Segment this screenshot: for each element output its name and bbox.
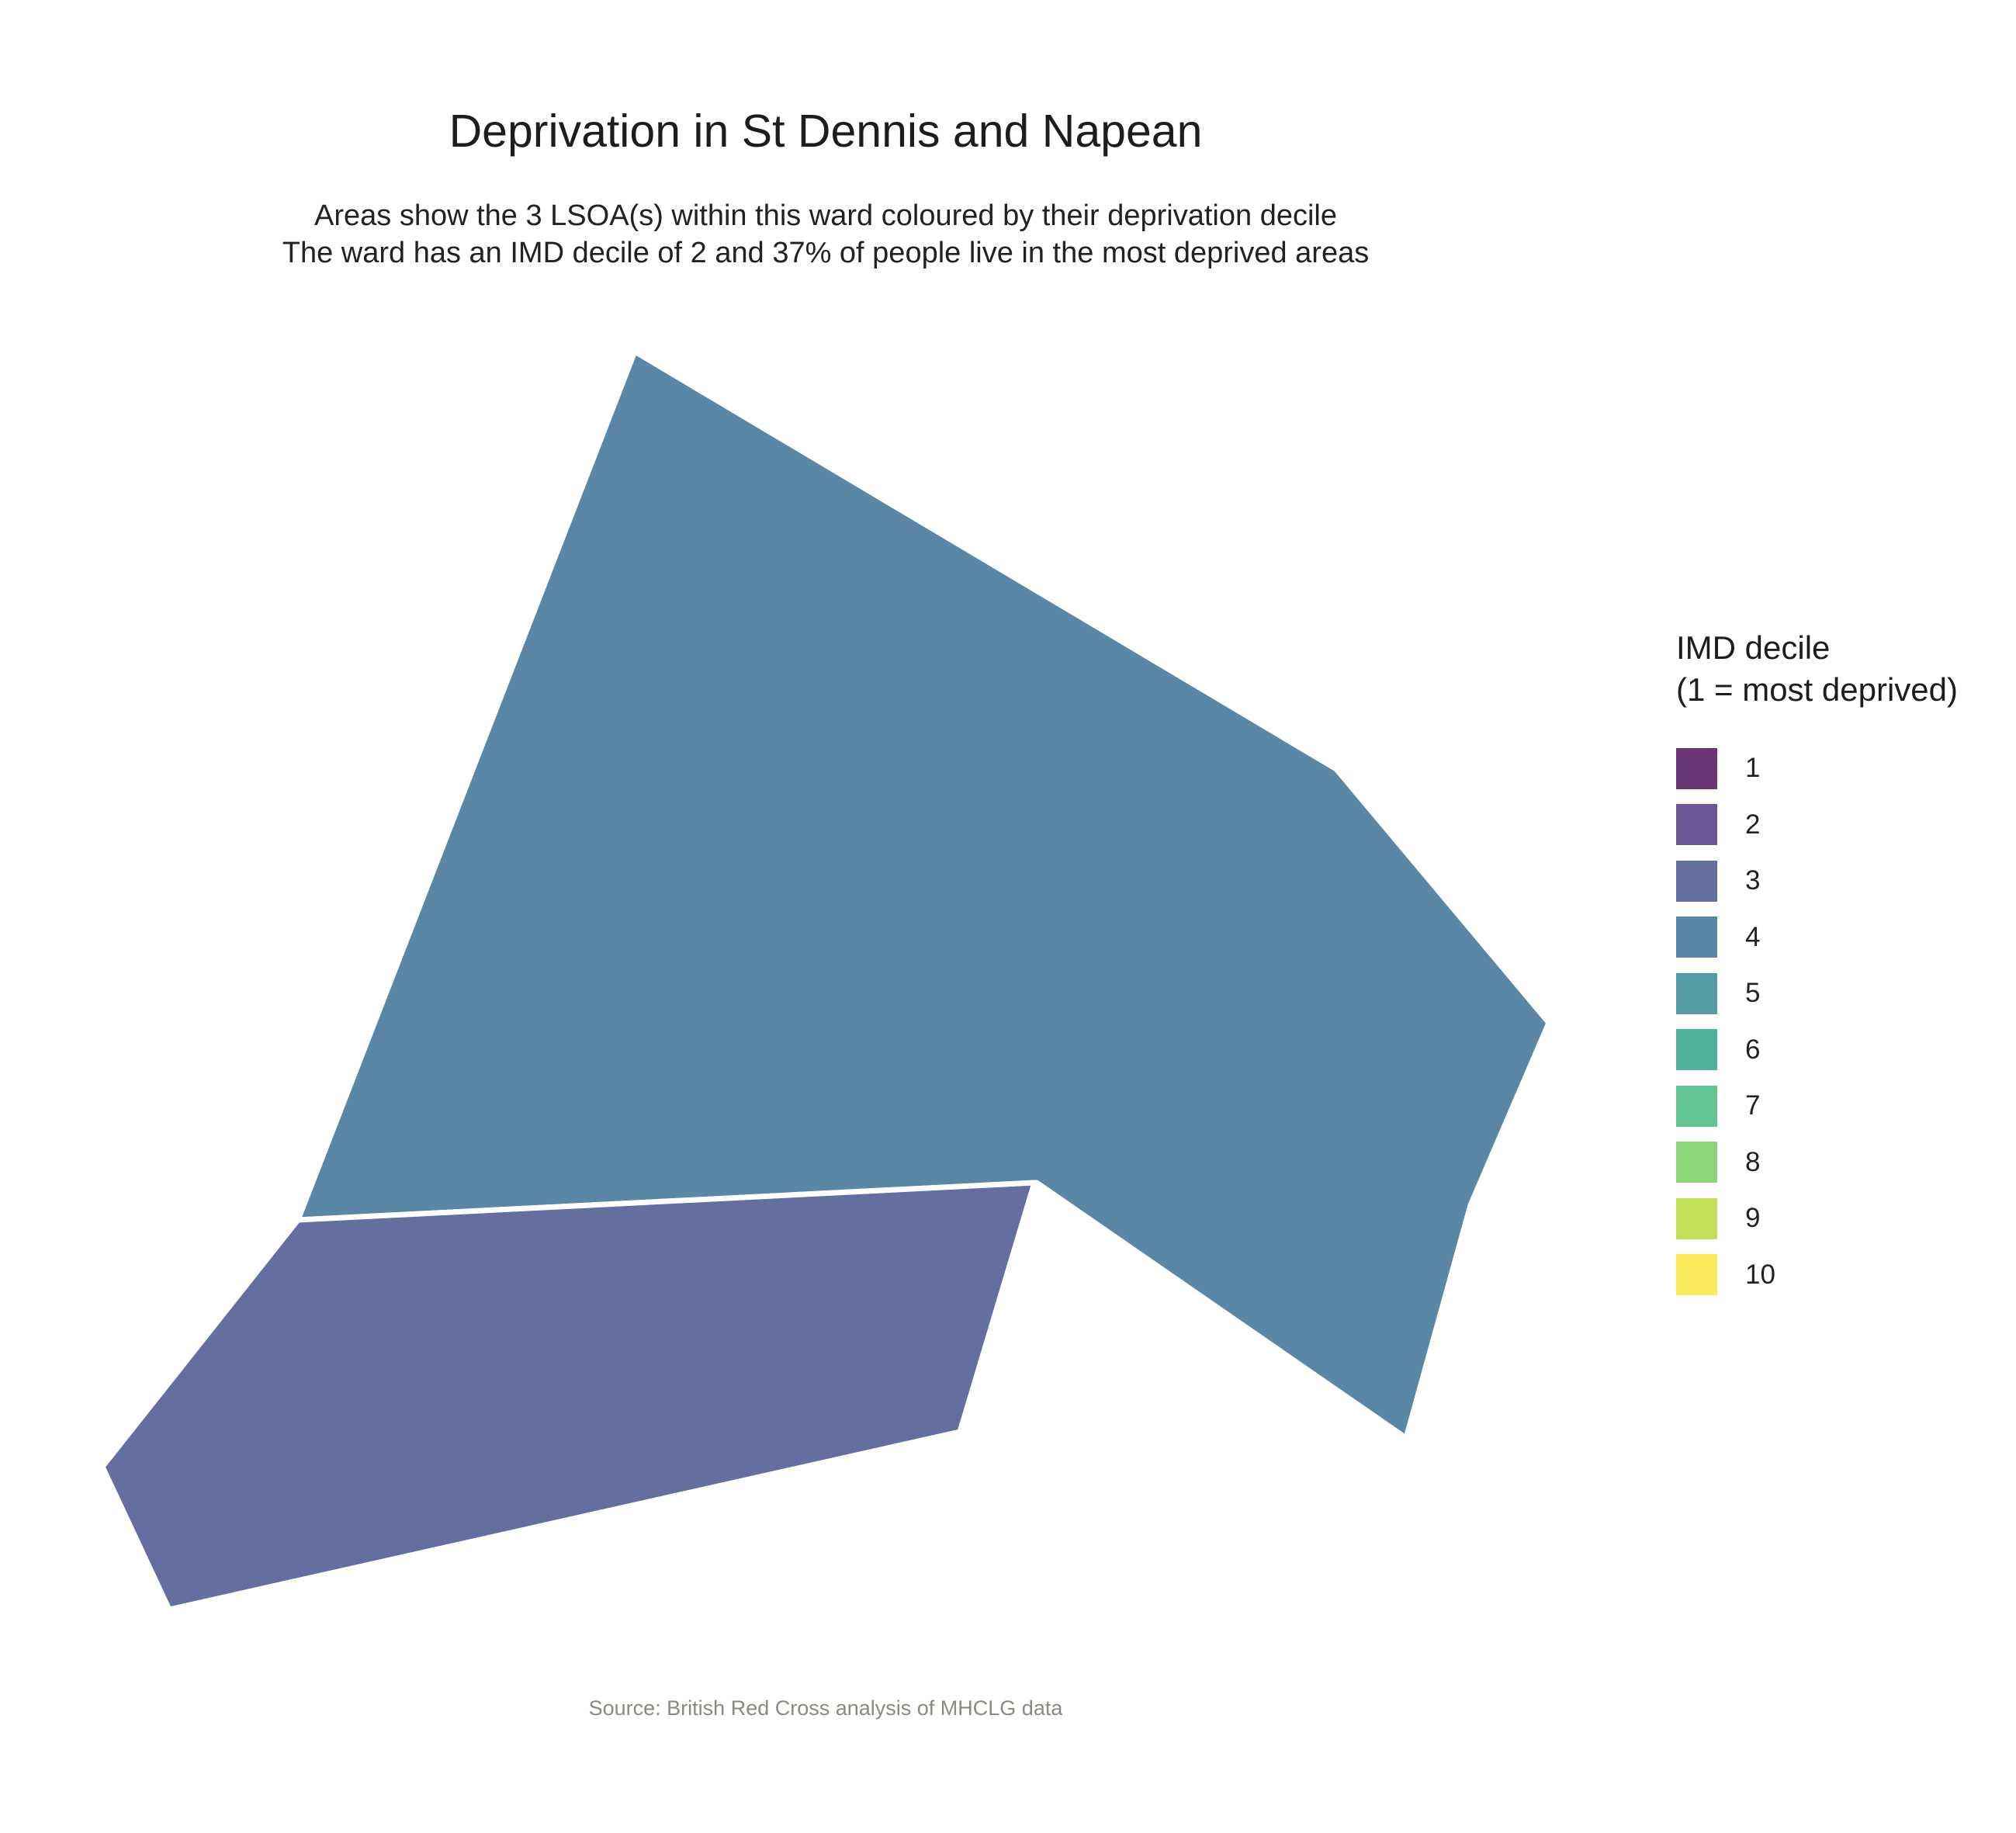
subtitle-line-2: The ward has an IMD decile of 2 and 37% …: [282, 237, 1370, 269]
legend-label: 9: [1745, 1203, 1761, 1234]
legend-label: 10: [1745, 1259, 1775, 1290]
legend-swatch: [1676, 916, 1717, 958]
legend-item-3: 3: [1676, 853, 2002, 910]
legend-item-4: 4: [1676, 910, 2002, 966]
legend-label: 3: [1745, 865, 1761, 896]
map-title: Deprivation in St Dennis and Napean: [449, 106, 1203, 157]
lsoa-south-west-area[interactable]: [99, 1180, 1037, 1613]
legend-swatch: [1676, 972, 1717, 1014]
legend-label: 4: [1745, 921, 1761, 952]
source-caption: Source: British Red Cross analysis of MH…: [588, 1696, 1063, 1720]
legend-label: 8: [1745, 1146, 1761, 1177]
legend-swatch: [1676, 860, 1717, 902]
legend-item-7: 7: [1676, 1078, 2002, 1135]
legend-swatch: [1676, 1029, 1717, 1071]
legend-swatch: [1676, 1254, 1717, 1296]
legend-items: 1 2 3 4 5 6 7 8: [1676, 740, 2002, 1303]
legend-swatch: [1676, 1142, 1717, 1183]
legend-item-2: 2: [1676, 797, 2002, 854]
legend-swatch: [1676, 804, 1717, 846]
legend-title-line-2: (1 = most deprived): [1676, 671, 1958, 708]
legend-item-5: 5: [1676, 965, 2002, 1022]
legend-swatch: [1676, 1197, 1717, 1239]
legend-label: 2: [1745, 809, 1761, 840]
legend-item-10: 10: [1676, 1247, 2002, 1304]
legend-swatch: [1676, 1085, 1717, 1127]
legend-item-1: 1: [1676, 740, 2002, 797]
map-subtitle: Areas show the 3 LSOA(s) within this war…: [0, 197, 1651, 272]
legend-item-8: 8: [1676, 1135, 2002, 1191]
legend-item-6: 6: [1676, 1022, 2002, 1079]
legend-label: 5: [1745, 978, 1761, 1009]
legend-label: 7: [1745, 1090, 1761, 1121]
subtitle-line-1: Areas show the 3 LSOA(s) within this war…: [314, 199, 1337, 232]
legend-title: IMD decile (1 = most deprived): [1676, 627, 2002, 711]
legend: IMD decile (1 = most deprived) 1 2 3 4 5…: [1676, 627, 2002, 1303]
legend-swatch: [1676, 747, 1717, 789]
legend-title-line-1: IMD decile: [1676, 629, 1831, 666]
legend-item-9: 9: [1676, 1190, 2002, 1247]
legend-label: 6: [1745, 1034, 1761, 1065]
legend-label: 1: [1745, 753, 1761, 784]
